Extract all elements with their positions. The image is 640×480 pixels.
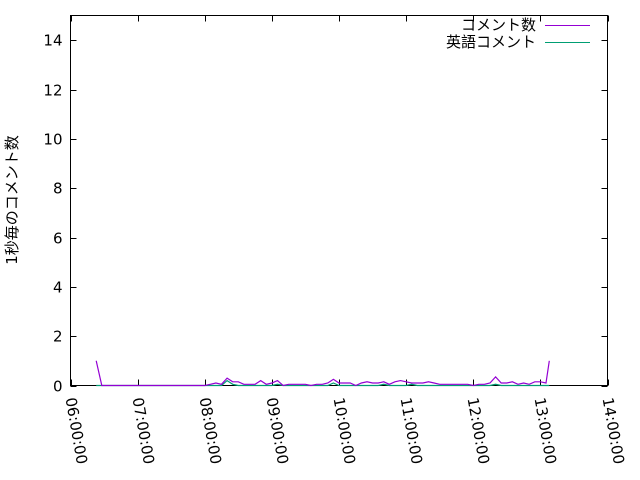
x-tick-label: 14:00:00 (599, 396, 628, 465)
y-tick-label: 4 (53, 279, 63, 297)
x-tick-label: 12:00:00 (464, 396, 493, 465)
series-line-comments (95, 360, 550, 387)
x-tick-label: 13:00:00 (531, 396, 560, 465)
legend-label-english-comments: 英語コメント (446, 33, 536, 51)
x-tick-label: 10:00:00 (330, 396, 359, 465)
y-tick-label: 2 (53, 328, 63, 346)
legend-label-comments: コメント数 (461, 16, 536, 34)
y-axis-label: 1秒毎のコメント数 (3, 135, 21, 265)
x-tick-label: 11:00:00 (397, 396, 426, 465)
x-tick-label: 07:00:00 (129, 396, 158, 465)
series-line-english-comments (96, 379, 550, 387)
y-tick-label: 14 (43, 32, 62, 50)
x-tick-label: 06:00:00 (62, 396, 91, 465)
y-tick-label: 0 (53, 378, 63, 396)
legend: コメント数 英語コメント (446, 16, 590, 51)
y-tick-label: 8 (53, 180, 63, 198)
y-tick-label: 10 (43, 131, 62, 149)
x-tick-label: 08:00:00 (196, 396, 225, 465)
x-tick-label: 09:00:00 (263, 396, 292, 465)
y-tick-label: 6 (53, 230, 63, 248)
y-tick-label: 12 (43, 82, 62, 100)
plot-frame (70, 15, 608, 386)
